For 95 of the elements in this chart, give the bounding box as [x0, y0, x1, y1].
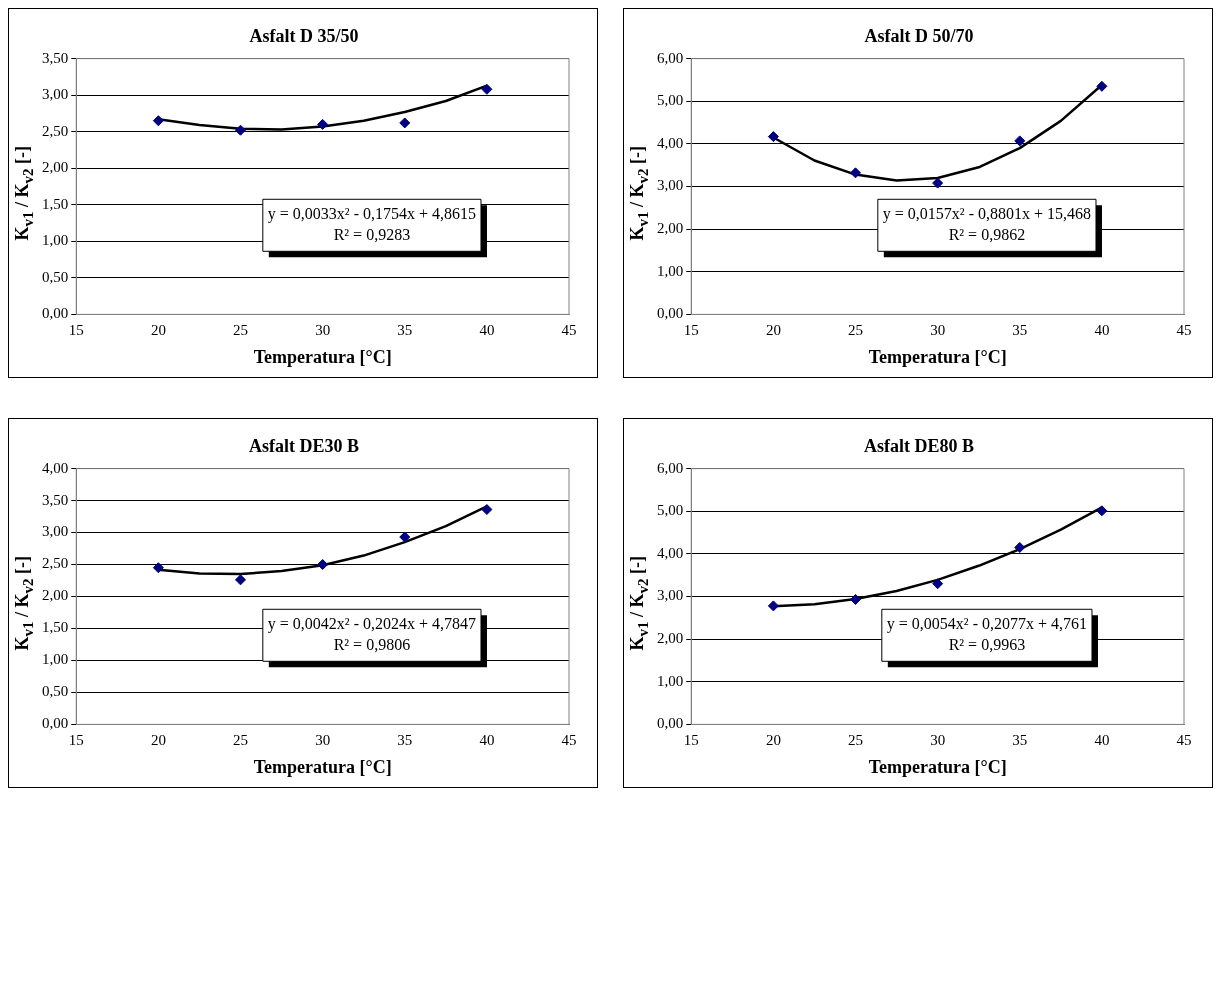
point: [1096, 505, 1108, 517]
annotation: y = 0,0042x² - 0,2024x + 4,7847: [267, 614, 476, 633]
point: [932, 578, 944, 590]
annotation: R² = 0,9963: [948, 635, 1026, 653]
y-tick-label: 2,50: [42, 122, 69, 139]
point: [481, 83, 493, 95]
point: [1014, 135, 1026, 147]
x-tick-label: 40: [1094, 732, 1110, 749]
y-tick-label: 2,00: [657, 630, 684, 647]
point: [317, 559, 329, 571]
x-tick-label: 25: [233, 322, 248, 339]
y-tick-label: 0,00: [657, 715, 684, 732]
annotation: R² = 0,9806: [333, 635, 411, 653]
x-axis-title: Temperatura [°C]: [868, 756, 1007, 777]
x-tick-label: 30: [930, 322, 946, 339]
y-tick-label: 6,00: [657, 49, 684, 66]
y-tick-label: 0,50: [42, 268, 69, 285]
x-tick-label: 35: [397, 732, 413, 749]
x-tick-label: 20: [150, 732, 166, 749]
y-tick-label: 3,00: [657, 177, 684, 194]
point: [152, 115, 164, 127]
y-tick-label: 2,50: [42, 555, 69, 572]
point: [481, 504, 493, 516]
point: [850, 167, 861, 179]
y-tick-label: 4,00: [42, 459, 69, 476]
x-tick-label: 15: [683, 732, 699, 749]
x-tick-label: 30: [315, 732, 331, 749]
y-tick-label: 6,00: [657, 459, 684, 476]
x-tick-label: 30: [930, 732, 946, 749]
x-tick-label: 20: [765, 732, 781, 749]
y-tick-label: 0,00: [657, 305, 684, 322]
x-tick-label: 45: [561, 322, 577, 339]
y-tick-label: 4,00: [657, 544, 684, 561]
annotation: y = 0,0157x² - 0,8801x + 15,468: [882, 204, 1091, 223]
y-tick-label: 1,00: [42, 651, 69, 668]
x-tick-label: 45: [1176, 732, 1192, 749]
chart-title: Asfalt D 35/50: [249, 26, 359, 47]
point: [235, 124, 246, 136]
x-axis-title: Temperatura [°C]: [253, 346, 392, 367]
x-tick-label: 25: [848, 322, 863, 339]
y-tick-label: 1,50: [42, 195, 69, 212]
y-tick-label: 2,00: [42, 587, 69, 604]
x-tick-label: 20: [765, 322, 781, 339]
annotation: R² = 0,9283: [333, 225, 411, 243]
y-tick-label: 5,00: [657, 502, 684, 519]
y-tick-label: 3,50: [42, 49, 69, 66]
x-tick-label: 15: [68, 732, 84, 749]
point: [235, 574, 246, 586]
y-tick-label: 1,00: [657, 262, 684, 279]
x-tick-label: 45: [1176, 322, 1192, 339]
point: [152, 562, 164, 574]
point: [399, 117, 411, 129]
point: [767, 131, 779, 143]
point: [850, 593, 861, 605]
x-tick-label: 35: [1012, 732, 1028, 749]
annotation: y = 0,0033x² - 0,1754x + 4,8615: [267, 204, 476, 223]
y-tick-label: 3,00: [657, 587, 684, 604]
y-tick-label: 3,00: [42, 86, 69, 103]
y-tick-label: 0,00: [42, 305, 69, 322]
chart-title: Asfalt DE30 B: [248, 436, 360, 457]
x-tick-label: 25: [848, 732, 863, 749]
x-tick-label: 45: [561, 732, 577, 749]
x-tick-label: 35: [397, 322, 413, 339]
x-axis-title: Temperatura [°C]: [253, 756, 392, 777]
point: [932, 177, 944, 189]
x-tick-label: 40: [1094, 322, 1110, 339]
y-tick-label: 0,00: [42, 715, 69, 732]
x-tick-label: 25: [233, 732, 248, 749]
point: [1096, 80, 1108, 92]
annotation: R² = 0,9862: [948, 225, 1026, 243]
y-tick-label: 0,50: [42, 683, 69, 700]
y-tick-label: 1,50: [42, 619, 69, 636]
point: [399, 531, 411, 543]
point: [767, 600, 779, 612]
x-axis-title: Temperatura [°C]: [868, 346, 1007, 367]
y-tick-label: 3,00: [42, 523, 69, 540]
y-tick-label: 5,00: [657, 92, 684, 109]
y-tick-label: 2,00: [657, 220, 684, 237]
y-tick-label: 3,50: [42, 491, 69, 508]
x-tick-label: 40: [479, 732, 495, 749]
chart-title: Asfalt D 50/70: [864, 26, 974, 47]
annotation: y = 0,0054x² - 0,2077x + 4,761: [886, 614, 1087, 633]
point: [317, 118, 329, 130]
y-tick-label: 1,00: [657, 672, 684, 689]
x-tick-label: 20: [150, 322, 166, 339]
x-tick-label: 15: [683, 322, 699, 339]
x-tick-label: 40: [479, 322, 495, 339]
chart-title: Asfalt DE80 B: [863, 436, 975, 457]
x-tick-label: 35: [1012, 322, 1028, 339]
y-tick-label: 1,00: [42, 232, 69, 249]
y-tick-label: 4,00: [657, 134, 684, 151]
x-tick-label: 15: [68, 322, 84, 339]
y-tick-label: 2,00: [42, 159, 69, 176]
point: [1014, 541, 1026, 553]
x-tick-label: 30: [315, 322, 331, 339]
